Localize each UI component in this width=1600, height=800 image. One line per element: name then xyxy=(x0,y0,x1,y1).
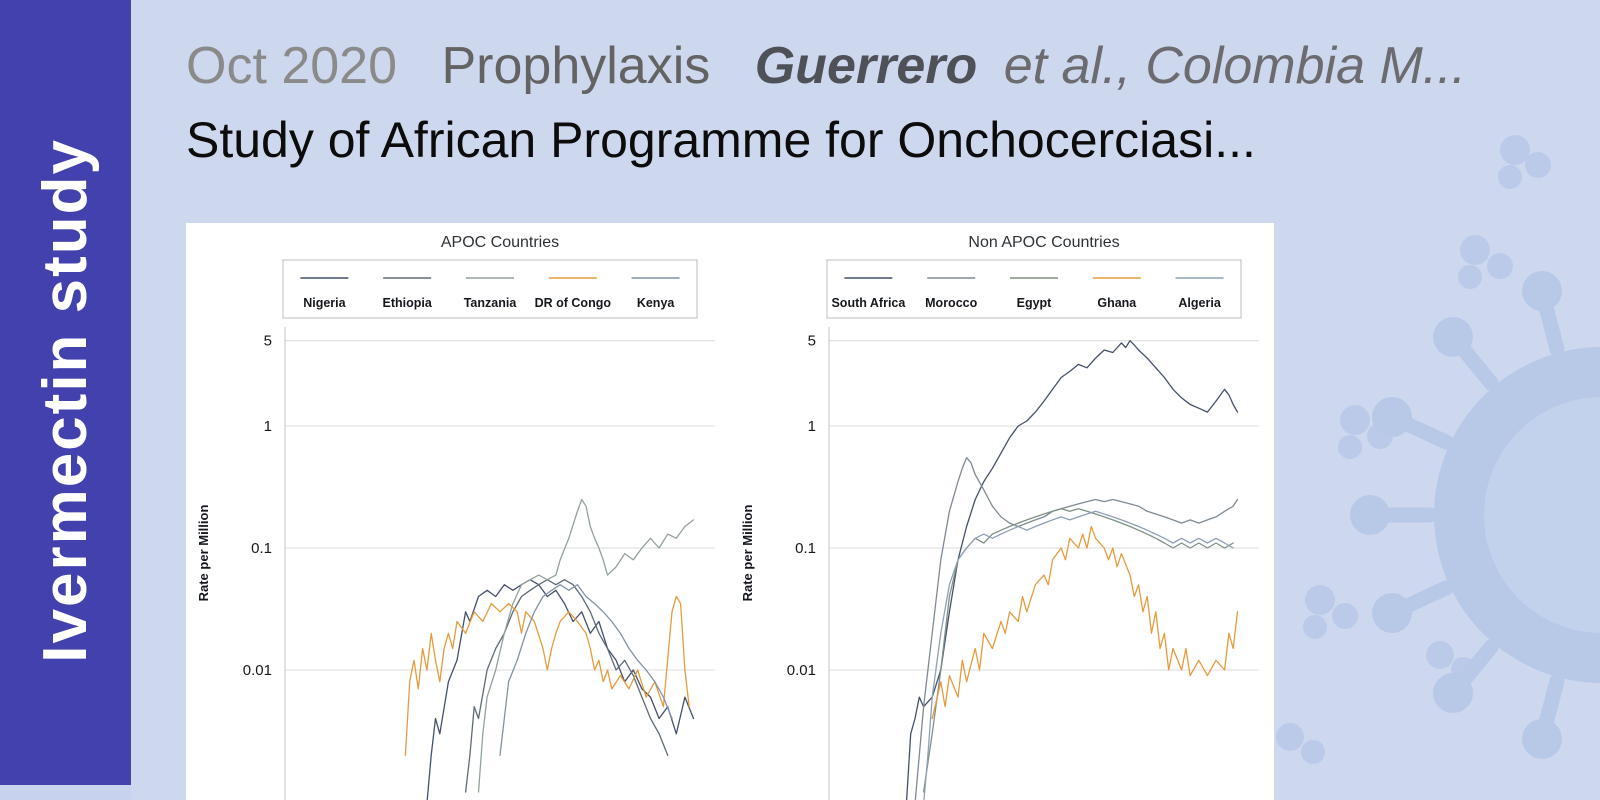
study-author: Guerrero xyxy=(754,37,978,95)
y-tick-label: 5 xyxy=(808,333,816,350)
non-apoc-chart-svg: 5 1 0.1 0.01 Non APOC Countries Rate per Mill… xyxy=(740,234,1259,800)
legend-label: Morocco xyxy=(925,296,977,310)
study-type: Prophylaxis xyxy=(441,37,711,95)
y-tick-label: 0.1 xyxy=(251,540,272,557)
sidebar-title: Ivermectin study xyxy=(31,137,100,663)
legend-label: Ethiopia xyxy=(383,296,433,310)
virus-fragments xyxy=(1276,135,1551,764)
legend-label: Tanzania xyxy=(464,296,518,310)
chart-apoc-countries: 5 1 0.1 0.01 APOC Countries Rate per Million N… xyxy=(186,223,730,800)
citation-line: Oct 2020 Prophylaxis Guerrero et al., Co… xyxy=(186,37,1576,95)
apoc-chart-svg: 5 1 0.1 0.01 APOC Countries Rate per Million N… xyxy=(196,234,715,800)
legend-label: South Africa xyxy=(831,296,906,310)
y-tick-label: 1 xyxy=(808,418,816,435)
legend-label: Ghana xyxy=(1097,296,1137,310)
y-tick-label: 0.01 xyxy=(243,662,272,679)
study-title: Study of African Programme for Onchocerc… xyxy=(186,112,1256,169)
charts-panel: 5 1 0.1 0.01 APOC Countries Rate per Million N… xyxy=(186,223,1274,800)
legend-label: Algeria xyxy=(1178,296,1221,310)
legend-box xyxy=(826,259,1242,319)
legend-label: DR of Congo xyxy=(535,296,612,310)
series-line-kenya xyxy=(499,584,673,756)
sidebar: Ivermectin study xyxy=(0,0,131,800)
series-line-algeria xyxy=(923,510,1234,800)
header: Oct 2020 Prophylaxis Guerrero et al., Co… xyxy=(186,37,1576,169)
y-tick-label: 5 xyxy=(264,333,272,350)
series-line-south-africa xyxy=(905,340,1239,800)
study-date: Oct 2020 xyxy=(186,37,398,95)
study-citation: et al., Colombia M... xyxy=(1003,37,1467,95)
series-line-dr-of-congo xyxy=(404,595,690,756)
y-axis-label: Rate per Million xyxy=(740,505,755,602)
y-axis-label: Rate per Million xyxy=(196,505,211,602)
series-line-morocco xyxy=(914,457,1239,800)
y-tick-label: 0.1 xyxy=(795,540,816,557)
y-tick-label: 1 xyxy=(264,418,272,435)
series-line-ghana xyxy=(931,525,1239,720)
coronavirus-watermark xyxy=(1276,135,1600,764)
legend-box xyxy=(282,259,698,319)
legend-label: Egypt xyxy=(1017,296,1053,310)
chart-title: APOC Countries xyxy=(441,234,559,251)
y-tick-label: 0.01 xyxy=(787,662,816,679)
series-line-ethiopia xyxy=(464,579,669,793)
chart-title: Non APOC Countries xyxy=(968,234,1119,251)
chart-non-apoc-countries: 5 1 0.1 0.01 Non APOC Countries Rate per Mill… xyxy=(730,223,1274,800)
series-line-nigeria xyxy=(426,579,695,800)
sidebar-footer-strip xyxy=(0,785,131,800)
legend-label: Nigeria xyxy=(303,296,346,310)
series-line-tanzania xyxy=(477,498,695,793)
legend-label: Kenya xyxy=(637,296,676,310)
